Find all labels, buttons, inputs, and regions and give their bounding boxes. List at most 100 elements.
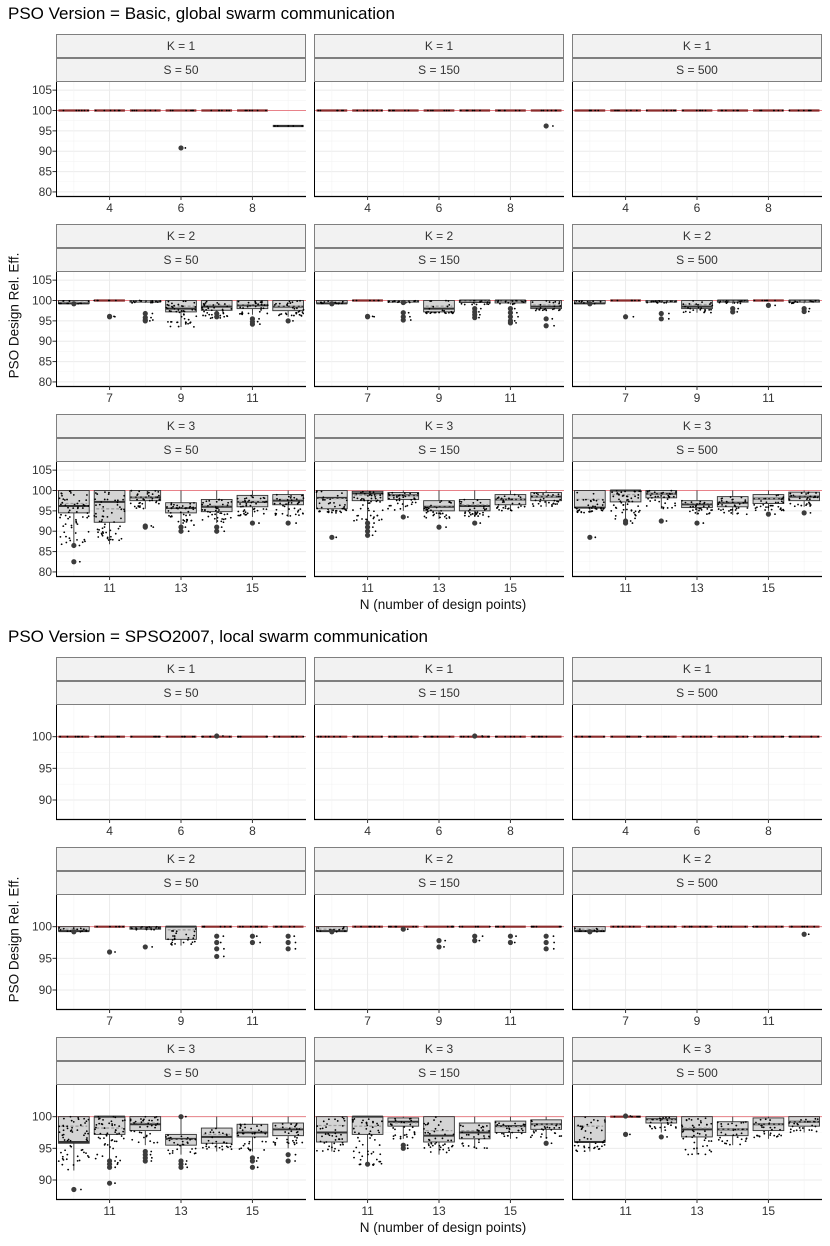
jitter-point xyxy=(288,508,290,510)
jitter-point xyxy=(805,498,808,501)
jitter-point xyxy=(464,512,466,515)
jitter-point xyxy=(211,513,214,516)
jitter-point xyxy=(242,307,244,309)
jitter-point xyxy=(229,925,232,928)
jitter-point xyxy=(801,925,804,928)
jitter-point xyxy=(700,307,703,310)
jitter-point xyxy=(133,1122,135,1124)
jitter-point xyxy=(361,504,364,506)
jitter-point xyxy=(394,1117,396,1120)
jitter-point xyxy=(710,735,712,738)
strip-k xyxy=(56,657,306,681)
jitter-point xyxy=(660,925,663,928)
jitter-point xyxy=(439,1146,442,1149)
jitter-point xyxy=(689,307,692,310)
jitter-point xyxy=(724,300,727,303)
jitter-point xyxy=(282,504,284,507)
jitter-point xyxy=(498,1122,500,1125)
jitter-point xyxy=(331,1146,333,1149)
jitter-point xyxy=(773,1134,776,1137)
jitter-point xyxy=(189,1138,191,1141)
jitter-point xyxy=(646,735,649,738)
jitter-point xyxy=(185,520,188,523)
jitter-point xyxy=(631,500,634,503)
jitter-point xyxy=(630,109,632,112)
jitter-point xyxy=(324,735,327,738)
jitter-point xyxy=(602,735,605,738)
jitter-point xyxy=(212,304,215,306)
jitter-point xyxy=(204,302,207,304)
jitter-point xyxy=(762,503,765,506)
jitter-point xyxy=(763,1132,766,1135)
jitter-point xyxy=(531,925,534,928)
jitter-point xyxy=(511,303,514,306)
jitter-point xyxy=(299,299,301,302)
jitter-point xyxy=(662,1117,665,1119)
jitter-point xyxy=(353,1131,356,1134)
jitter-point xyxy=(667,317,670,320)
outlier-point xyxy=(178,524,184,530)
jitter-point xyxy=(66,1127,69,1130)
jitter-point xyxy=(535,925,538,928)
jitter-point xyxy=(793,505,796,508)
jitter-point xyxy=(764,509,767,511)
strip-s xyxy=(314,681,564,705)
jitter-point xyxy=(337,1149,340,1152)
jitter-point xyxy=(258,522,260,524)
strip-k-label: K = 1 xyxy=(167,39,196,53)
jitter-point xyxy=(735,1133,738,1136)
jitter-point xyxy=(501,501,504,504)
jitter-point xyxy=(72,1120,75,1123)
jitter-point xyxy=(519,735,522,738)
jitter-point xyxy=(156,1122,159,1125)
jitter-point xyxy=(595,1126,598,1129)
jitter-point xyxy=(97,1118,100,1120)
jitter-point xyxy=(281,1123,284,1125)
jitter-point xyxy=(290,314,293,317)
jitter-point xyxy=(332,509,335,512)
jitter-point xyxy=(118,925,121,928)
jitter-point xyxy=(553,1127,556,1129)
jitter-point xyxy=(536,1123,538,1126)
jitter-point xyxy=(82,503,85,506)
jitter-point xyxy=(616,492,619,494)
jitter-point xyxy=(177,303,180,306)
jitter-point xyxy=(764,925,767,928)
jitter-point xyxy=(224,517,227,520)
jitter-point xyxy=(222,735,224,737)
jitter-point xyxy=(755,925,758,928)
jitter-point xyxy=(257,1129,260,1132)
jitter-point xyxy=(704,1130,706,1133)
jitter-point xyxy=(230,307,233,310)
jitter-point xyxy=(394,1134,397,1137)
x-tick-label: 11 xyxy=(619,581,632,595)
jitter-point xyxy=(192,937,195,940)
jitter-point xyxy=(603,1119,606,1122)
jitter-point xyxy=(513,493,516,496)
jitter-point xyxy=(740,1121,743,1124)
jitter-point xyxy=(377,1124,379,1127)
jitter-point xyxy=(688,925,691,928)
jitter-point xyxy=(488,925,491,928)
jitter-point xyxy=(103,109,106,112)
outlier-point xyxy=(364,532,371,538)
jitter-point xyxy=(626,495,629,498)
jitter-point xyxy=(538,308,541,311)
jitter-point xyxy=(149,1153,152,1156)
y-tick-label: 90 xyxy=(39,524,53,538)
jitter-point xyxy=(445,514,448,517)
outlier-point xyxy=(178,1114,184,1120)
jitter-point xyxy=(279,502,282,505)
jitter-point xyxy=(753,503,756,506)
jitter-point xyxy=(237,300,240,303)
outlier-point xyxy=(587,929,593,935)
jitter-point xyxy=(353,1156,355,1159)
outlier-point xyxy=(543,123,549,129)
jitter-point xyxy=(208,499,211,502)
jitter-point xyxy=(622,494,625,497)
jitter-point xyxy=(473,1136,475,1138)
jitter-point xyxy=(503,495,506,498)
jitter-point xyxy=(459,300,461,302)
y-tick-label: 90 xyxy=(39,1173,53,1187)
jitter-point xyxy=(260,925,263,928)
